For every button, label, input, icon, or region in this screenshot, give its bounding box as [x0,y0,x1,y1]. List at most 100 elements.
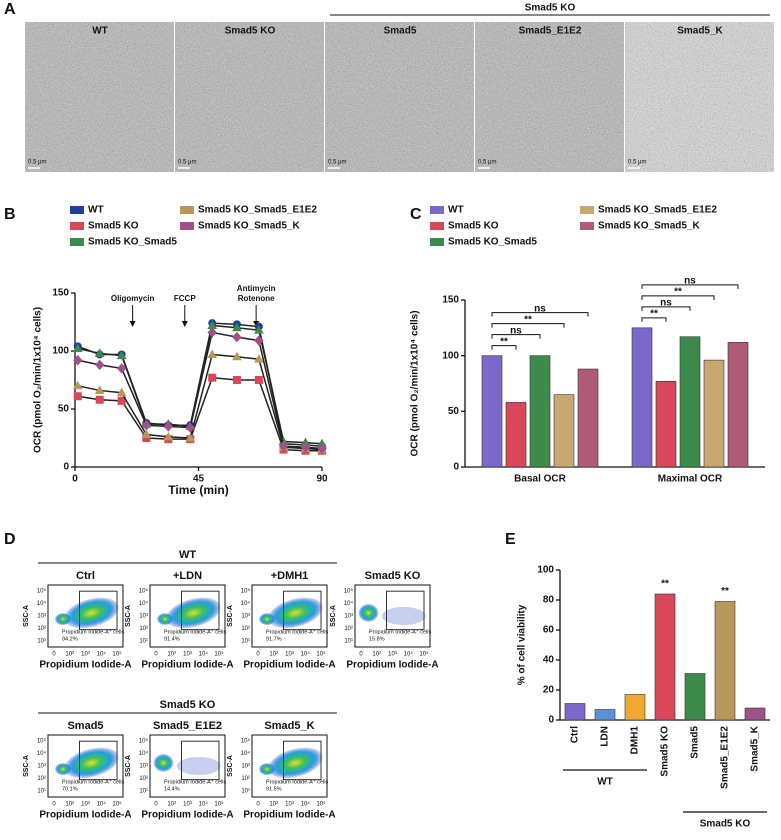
density-cloud [259,763,275,776]
legend-label: Smad5 KO_Smad5 [88,237,177,248]
y-tick-label: 100 [52,346,69,357]
y-tick-label: 10³ [241,764,250,770]
y-tick-label: 10² [139,626,148,632]
marker [141,419,152,431]
sig-bracket [491,334,541,339]
legend-label: Smad5 KO_Smad5_E1E2 [598,205,717,216]
em-texture [175,22,324,172]
x-tick-label: 10⁵ [419,651,429,658]
y-axis-label: OCR (pmol O₂/min/1x10⁴ cells) [33,307,44,453]
marker [94,385,105,394]
x-tick-label: 10⁵ [214,651,224,658]
x-tick-label: 10² [269,802,278,808]
marker [163,431,174,441]
sig-bracket [491,345,517,350]
legend-swatch [180,222,194,230]
x-tick-label: 10² [167,652,176,658]
plot-title: Ctrl [76,570,95,582]
group-label: Smad5 KO [525,3,576,14]
x-tick-label: 0 [72,474,78,485]
marker [73,355,83,366]
y-axis-label: % of cell viability [517,604,528,685]
x-tick-label: 10⁴ [301,801,311,808]
y-tick-label: 10⁵ [139,738,149,745]
y-tick-label: 10⁵ [37,738,47,745]
marker [116,350,127,360]
sig-label: ** [650,308,658,319]
x-tick-label: 10⁵ [214,801,224,808]
legend-swatch [180,206,194,214]
sig-label: ns [534,303,546,314]
scale-label: 0.5 μm [328,160,346,166]
image-title: WT [92,26,108,37]
marker [207,327,217,338]
y-tick-label: 10⁴ [241,600,251,607]
bar [679,336,701,468]
y-tick-label: 10⁴ [37,600,47,607]
legend-swatch [430,222,444,230]
gate-percent: 70.1% [62,786,78,792]
plot-title: +DMH1 [271,570,309,582]
gate-percent: 15.8% [369,636,385,642]
gate [386,590,425,631]
x-tick-label: 10⁵ [316,801,326,808]
y-tick-label: 60 [543,625,555,636]
y-tick-label: 10¹ [37,789,46,795]
x-tick-label: 10² [65,802,74,808]
y-axis-label: SSC-A [23,605,30,627]
panel-label: D [4,531,16,548]
y-axis-label: SSC-A [23,755,30,777]
sig-label: ns [684,275,696,286]
marker [254,354,264,363]
legend-label: WT [88,205,104,216]
marker [254,335,264,346]
x-axis-label: Time (min) [168,483,228,497]
marker [185,422,195,433]
marker [317,443,327,454]
x-tick-label: LDN [600,726,611,747]
x-tick-label: 10⁴ [97,651,107,658]
annotation: Oligomycin [111,294,155,303]
density-cloud [358,603,379,622]
marker [73,392,82,401]
x-tick-label: Smad5_E1E2 [720,726,731,789]
bar [655,380,677,468]
x-tick-label: 10² [167,802,176,808]
gate-label: Propidium Iodide-A⁺ cells [164,628,226,635]
x-axis-label: Propidium Iodide-A [39,660,131,671]
plot-title: Smad5 KO [365,570,421,582]
series-line [77,353,323,451]
annotation: Antimycin [237,284,276,293]
y-tick-label: 10¹ [139,639,148,645]
x-axis-label: Propidium Iodide-A [39,810,131,821]
sig-label: ** [524,314,532,325]
y-tick-label: 10² [241,776,250,782]
marker [117,396,126,405]
legend-label: WT [448,205,464,216]
bar [505,402,527,468]
x-tick-label: 0 [154,802,158,808]
y-tick-label: 10⁵ [241,588,251,595]
marker [94,348,105,357]
bar [594,709,616,721]
scale-label: 0.5 μm [178,160,196,166]
y-tick-label: 0 [453,462,459,473]
x-tick-label: 45 [193,474,205,485]
x-tick-label: 0 [256,802,260,808]
scale-label: 0.5 μm [478,160,496,166]
x-tick-label: 10³ [285,652,294,658]
sig-label: ns [660,297,672,308]
gate [283,590,322,631]
y-tick-label: 10¹ [344,639,353,645]
x-tick-label: 10⁴ [404,651,414,658]
x-tick-label: 10⁴ [97,801,107,808]
bar [564,703,586,721]
y-tick-label: 10¹ [241,639,250,645]
bar [553,394,575,468]
density-cloud [64,597,119,629]
y-tick-label: 0 [63,462,69,473]
x-tick-label: Smad5 KO [660,726,671,777]
sig-label: ** [721,586,729,597]
series-line [77,324,323,445]
